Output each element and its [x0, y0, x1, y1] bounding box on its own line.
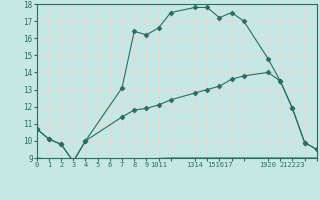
Text: Humidex (Indice chaleur): Humidex (Indice chaleur): [112, 180, 241, 189]
